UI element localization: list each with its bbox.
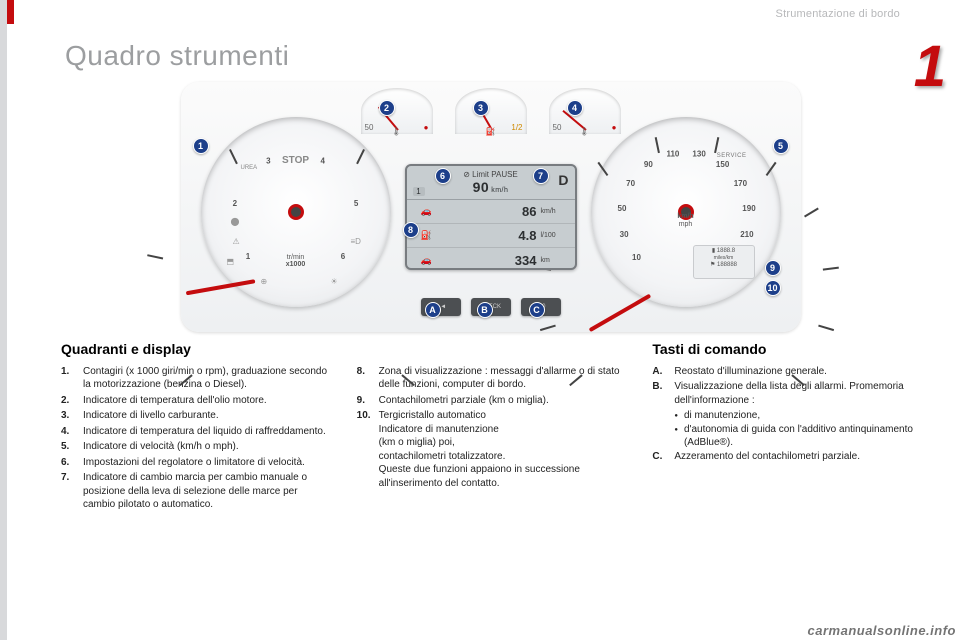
callout-1: 1 (193, 138, 209, 154)
list-item: 2.Indicatore di temperatura dell'olio mo… (61, 394, 329, 408)
col3-heading: Tasti di comando (652, 340, 920, 359)
callout-4: 4 (567, 100, 583, 116)
col1-heading: Quadranti e display (61, 340, 329, 359)
list-item: 7.Indicatore di cambio marcia per cambio… (61, 471, 329, 512)
callout-A: A (425, 302, 441, 318)
instrument-cluster-diagram: 123456STOPUREAtr/minx1000⚠⬤⬒≡D☀⊕ 10305070… (181, 82, 801, 332)
callout-9: 9 (765, 260, 781, 276)
callout-3: 3 (473, 100, 489, 116)
callout-C: C (529, 302, 545, 318)
list-item: 4.Indicatore di temperatura del liquido … (61, 425, 329, 439)
list-item: 9.Contachilometri parziale (km o miglia)… (357, 394, 625, 408)
odometer-box: ▮ 1888.8miles/km⚑ 188888 (693, 245, 755, 279)
mini-gauge-1: 50●🌡 (361, 88, 433, 134)
header-section-label: Strumentazione di bordo (776, 8, 900, 20)
callout-6: 6 (435, 168, 451, 184)
tachometer-needle (185, 279, 255, 295)
page-title: Quadro strumenti (65, 40, 920, 72)
column-3: Tasti di comando A.Reostato d'illuminazi… (652, 340, 920, 514)
list-item: 8.Zona di visualizzazione : messaggi d'a… (357, 365, 625, 392)
speedometer-needle (588, 294, 651, 332)
column-2: . 8.Zona di visualizzazione : messaggi d… (357, 340, 625, 514)
description-columns: Quadranti e display 1.Contagiri (x 1000 … (61, 340, 920, 514)
list-item: C.Azzeramento del contachilometri parzia… (652, 450, 920, 464)
list-item: 3.Indicatore di livello carburante. (61, 409, 329, 423)
mini-gauge-2: 1/2⛽ (455, 88, 527, 134)
watermark: carmanualsonline.info (808, 623, 956, 638)
callout-5: 5 (773, 138, 789, 154)
list-item: 6.Impostazioni del regolatore o limitato… (61, 456, 329, 470)
callout-10: 10 (765, 280, 781, 296)
callout-B: B (477, 302, 493, 318)
list-item: A.Reostato d'illuminazione generale. (652, 365, 920, 379)
manual-page: Strumentazione di bordo 1 Quadro strumen… (0, 0, 960, 640)
list-item: 1.Contagiri (x 1000 giri/min o rpm), gra… (61, 365, 329, 392)
list-item: B.Visualizzazione della lista degli alla… (652, 380, 920, 407)
tachometer-gauge: 123456STOPUREAtr/minx1000⚠⬤⬒≡D☀⊕ (201, 117, 391, 307)
chapter-number: 1 (914, 38, 946, 96)
speedometer-gauge: 1030507090110130150170190210230km/hmphSE… (591, 117, 781, 307)
mini-gauge-3: 50●🌡 (549, 88, 621, 134)
list-item: 10.Tergicristallo automaticoIndicatore d… (357, 409, 625, 490)
column-1: Quadranti e display 1.Contagiri (x 1000 … (61, 340, 329, 514)
center-display: ⊘ Limit PAUSE90km/hD1🚗86km/h⛽4.8l/100🚗33… (405, 164, 577, 270)
stop-label: STOP (282, 155, 309, 166)
speed-unit-label: km/hmph (677, 213, 693, 228)
callout-7: 7 (533, 168, 549, 184)
callout-8: 8 (403, 222, 419, 238)
list-item: 5.Indicatore di velocità (km/h o mph). (61, 440, 329, 454)
spine-accent (7, 0, 14, 24)
callout-2: 2 (379, 100, 395, 116)
tacho-unit-label: tr/minx1000 (286, 254, 305, 269)
